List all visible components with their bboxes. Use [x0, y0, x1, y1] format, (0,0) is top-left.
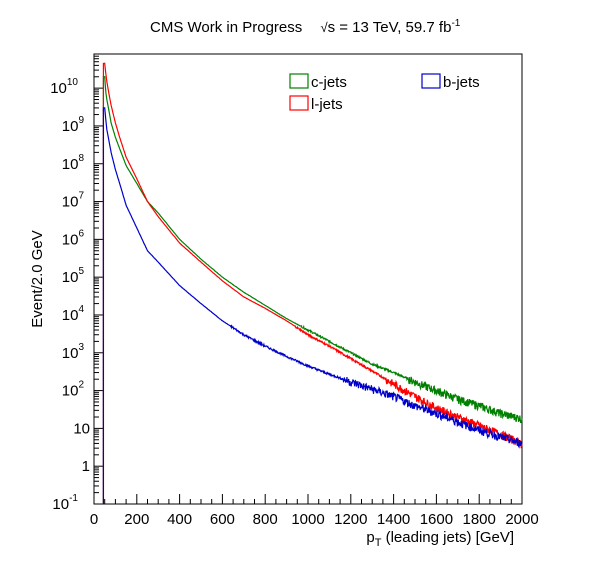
- y-tick-label: 10-1: [52, 493, 78, 513]
- x-tick-label: 600: [210, 511, 235, 528]
- x-tick-label: 1600: [420, 511, 453, 528]
- x-tick-label: 2000: [505, 511, 538, 528]
- axis-ticks: 0 200 400 600 800 1000 1200 1400 1600 1800 2000 10-…: [50, 53, 539, 528]
- legend: c-jets l-jets b-jets: [289, 73, 480, 113]
- experiment-label: CMS Work in Progress: [150, 19, 303, 36]
- sqrt-symbol: √: [320, 20, 328, 35]
- x-tick-label: 1800: [463, 511, 496, 528]
- energy-label: s = 13 TeV, 59.7 fb: [327, 19, 452, 36]
- legend-swatch: [289, 73, 309, 89]
- y-tick-label: 105: [62, 266, 85, 286]
- y-tick-label: 103: [62, 342, 85, 362]
- x-tick-label: 1200: [334, 511, 367, 528]
- x-tick-label: 1000: [291, 511, 324, 528]
- y-tick-label: 1: [82, 458, 90, 475]
- legend-label: c-jets: [311, 74, 347, 91]
- series-line: [102, 107, 523, 504]
- legend-swatch: [421, 73, 441, 89]
- x-tick-label: 1400: [377, 511, 410, 528]
- series-line: [102, 76, 523, 504]
- lumi-exponent: -1: [451, 18, 461, 29]
- legend-label: b-jets: [443, 74, 480, 91]
- y-tick-label: 106: [62, 228, 85, 248]
- y-tick-label: 1010: [50, 77, 78, 97]
- x-tick-label: 400: [167, 511, 192, 528]
- x-tick-label: 0: [90, 511, 98, 528]
- series-group: [102, 62, 523, 504]
- y-axis-label: Event/2.0 GeV: [29, 230, 46, 328]
- chart-title: CMS Work in Progress √s = 13 TeV, 59.7 f…: [150, 18, 460, 36]
- y-tick-label: 107: [62, 191, 85, 211]
- x-axis-label: pT (leading jets) [GeV]: [366, 529, 514, 549]
- x-tick-label: 800: [253, 511, 278, 528]
- legend-swatch: [289, 95, 309, 111]
- series-line: [102, 62, 523, 504]
- y-tick-label: 104: [62, 304, 85, 324]
- y-tick-label: 108: [62, 153, 85, 173]
- y-tick-label: 102: [62, 380, 85, 400]
- y-tick-label: 10: [73, 420, 90, 437]
- x-tick-label: 200: [124, 511, 149, 528]
- plot-frame: [93, 53, 523, 505]
- y-tick-label: 109: [62, 115, 85, 135]
- legend-label: l-jets: [311, 96, 343, 113]
